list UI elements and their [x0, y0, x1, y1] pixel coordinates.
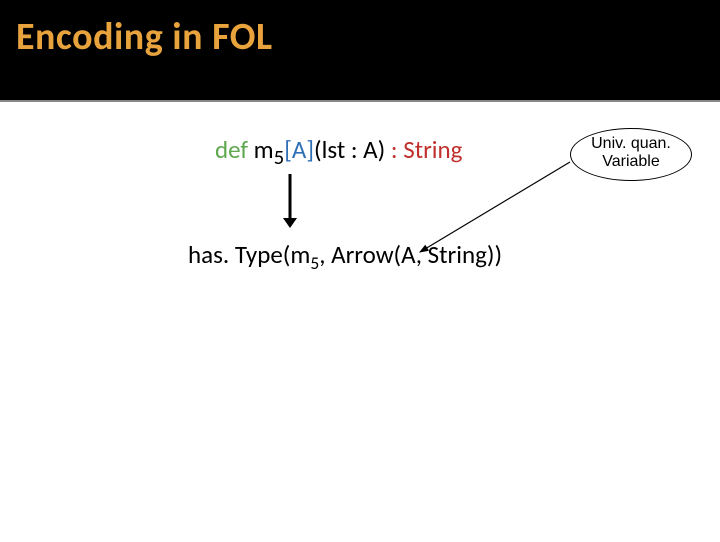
content-area: def m5[A](lst : A) : String has. Type(m5…: [0, 102, 720, 542]
code-signature: def m5[A](lst : A) : String: [215, 134, 462, 170]
rettype: : String: [385, 134, 462, 165]
params: (lst : A): [314, 134, 385, 165]
fol-result: has. Type(m5, Arrow(A, String)): [188, 239, 502, 274]
arrow-down-icon: [280, 174, 300, 234]
kw-def: def: [215, 134, 254, 165]
name-sub: 5: [274, 144, 285, 170]
callout-line1: Univ. quan.: [585, 135, 677, 153]
result-prefix: has. Type(m: [188, 239, 310, 270]
result-tail: , String)): [416, 239, 502, 270]
tparam: [A]: [284, 134, 314, 165]
name: m: [254, 134, 274, 165]
callout-line2: Variable: [585, 153, 677, 171]
result-sub: 5: [310, 252, 319, 274]
slide-title: Encoding in FOL: [16, 14, 273, 60]
callout-univ-quan: Univ. quan. Variable: [570, 128, 692, 181]
title-bar: Encoding in FOL: [0, 0, 720, 102]
result-A: A: [401, 239, 416, 270]
result-mid: , Arrow(: [319, 239, 401, 270]
